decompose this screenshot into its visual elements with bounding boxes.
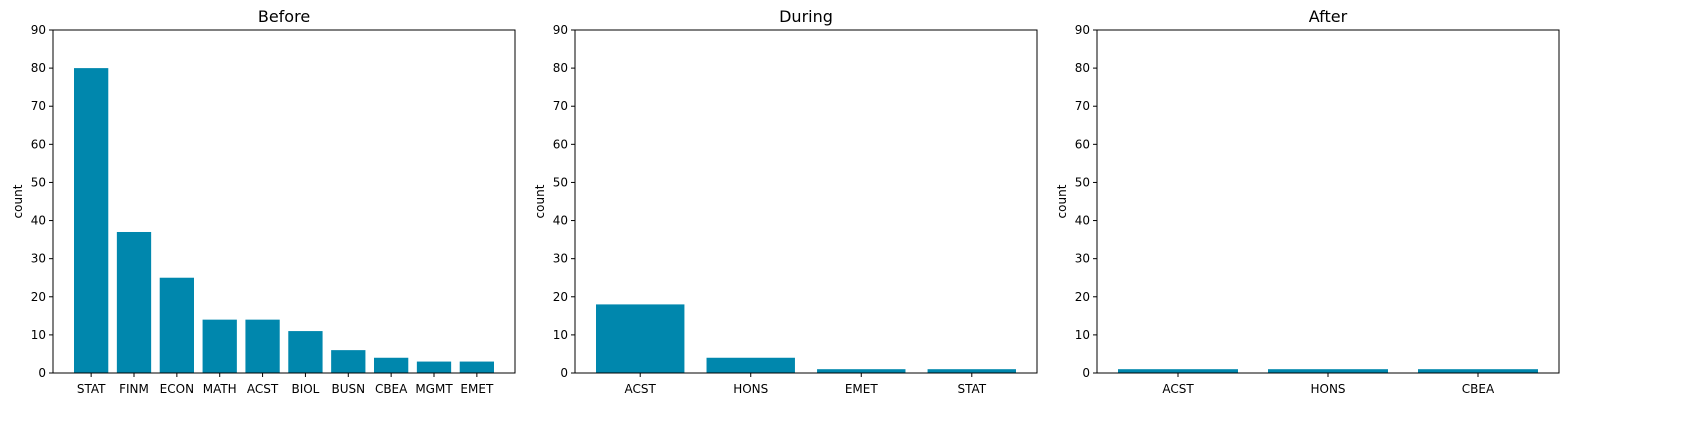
bar-hons	[706, 357, 795, 373]
bar-emet	[459, 361, 494, 373]
y-tick-label: 90	[1075, 23, 1090, 37]
y-tick-label: 0	[1082, 366, 1090, 380]
bar-hons	[1268, 369, 1388, 373]
y-tick-label: 0	[38, 366, 46, 380]
bar-econ	[159, 277, 194, 373]
x-tick-label: ACST	[247, 382, 279, 396]
y-tick-label: 70	[553, 99, 568, 113]
bar-acst	[1118, 369, 1238, 373]
y-tick-label: 30	[1075, 252, 1090, 266]
plot-frame	[574, 29, 1038, 374]
x-tick-label: STAT	[77, 382, 106, 396]
y-tick-label: 40	[553, 214, 568, 228]
x-tick-label: HONS	[1310, 382, 1345, 396]
x-tick-label: BUSN	[331, 382, 365, 396]
bar-math	[202, 319, 237, 373]
y-axis-label: count	[1055, 184, 1069, 218]
y-tick-label: 10	[553, 328, 568, 342]
chart-panel-before: Before count 0 10 20 30 40 50 60 70 80 90 STAT FINM…	[11, 7, 516, 396]
x-tick-label: EMET	[460, 382, 494, 396]
x-tick-label: STAT	[957, 382, 986, 396]
bar-stat	[927, 369, 1016, 373]
x-tick-label: BIOL	[291, 382, 319, 396]
y-tick-label: 90	[553, 23, 568, 37]
y-tick-label: 50	[1075, 175, 1090, 189]
y-tick-label: 20	[1075, 290, 1090, 304]
chart-title: Before	[258, 7, 310, 26]
x-tick-label: MATH	[203, 382, 237, 396]
bar-acst	[245, 319, 280, 373]
y-tick-label: 70	[1075, 99, 1090, 113]
y-tick-label: 50	[31, 175, 46, 189]
chart-title: After	[1309, 7, 1348, 26]
bar-biol	[288, 331, 323, 373]
plot-frame	[1096, 29, 1560, 374]
y-tick-label: 30	[553, 252, 568, 266]
x-tick-label: ACST	[625, 382, 657, 396]
x-tick-label: ECON	[160, 382, 194, 396]
y-tick-label: 40	[1075, 214, 1090, 228]
x-tick-label: FINM	[119, 382, 149, 396]
y-tick-label: 30	[31, 252, 46, 266]
bar-cbea	[374, 357, 409, 373]
bar-finm	[116, 231, 152, 373]
chart-panel-during: During count 0 10 20 30 40 50 60 70 80 90 ACST HONS…	[533, 7, 1038, 396]
chart-title: During	[779, 7, 833, 26]
y-tick-label: 10	[31, 328, 46, 342]
y-tick-label: 90	[31, 23, 46, 37]
y-tick-label: 70	[31, 99, 46, 113]
y-tick-label: 20	[31, 290, 46, 304]
bar-mgmt	[416, 361, 452, 373]
y-tick-label: 80	[31, 61, 46, 75]
plot-frame	[52, 29, 516, 374]
x-tick-label: MGMT	[415, 382, 453, 396]
y-tick-label: 60	[1075, 137, 1090, 151]
chart-panel-after: After count 0 10 20 30 40 50 60 70 80 90 ACST HONS C…	[1055, 7, 1560, 396]
y-axis-label: count	[11, 184, 25, 218]
bar-busn	[331, 350, 366, 373]
bar-stat	[74, 68, 109, 373]
y-tick-label: 20	[553, 290, 568, 304]
y-tick-label: 10	[1075, 328, 1090, 342]
x-tick-label: CBEA	[1462, 382, 1495, 396]
y-tick-label: 0	[560, 366, 568, 380]
y-tick-label: 50	[553, 175, 568, 189]
x-tick-label: HONS	[733, 382, 768, 396]
y-tick-label: 60	[31, 137, 46, 151]
y-tick-label: 80	[553, 61, 568, 75]
x-tick-label: EMET	[845, 382, 879, 396]
y-tick-label: 40	[31, 214, 46, 228]
x-tick-label: CBEA	[375, 382, 408, 396]
y-tick-label: 80	[1075, 61, 1090, 75]
bar-acst	[596, 304, 685, 373]
x-tick-label: ACST	[1162, 382, 1194, 396]
bar-emet	[817, 369, 906, 373]
y-axis-label: count	[533, 184, 547, 218]
y-tick-label: 60	[553, 137, 568, 151]
bar-cbea	[1418, 369, 1538, 373]
